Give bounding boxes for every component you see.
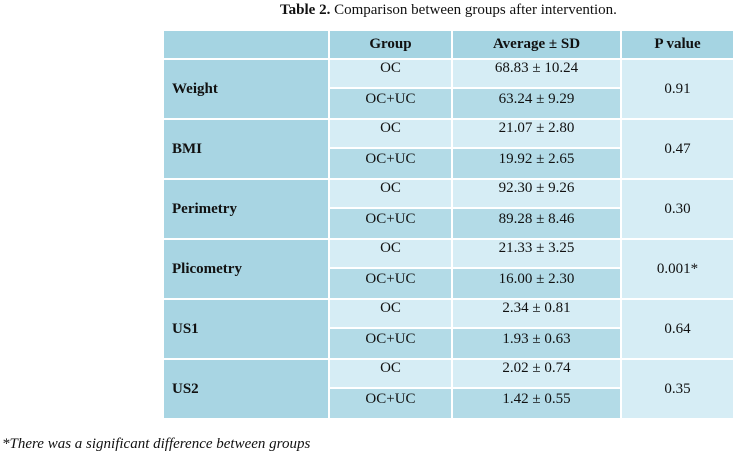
caption-label: Table 2. xyxy=(280,2,331,18)
group-cell: OC xyxy=(328,58,453,89)
table-row: OC+UC 19.92 ± 2.65 xyxy=(163,147,734,180)
header-cell xyxy=(162,29,330,60)
group-cell: OC+UC xyxy=(328,387,453,420)
table-row: Plicometry OC 21.33 ± 3.25 0.001* xyxy=(162,238,735,300)
table-row: OC+UC 1.42 ± 0.55 xyxy=(163,387,734,420)
table-row: US1 OC 2.34 ± 0.81 0.64 xyxy=(162,298,735,360)
value-cell: 1.42 ± 0.55 xyxy=(451,387,622,420)
row-label: US2 xyxy=(162,358,330,420)
p-value-cell: 0.35 xyxy=(620,358,735,420)
p-value-cell: 0.30 xyxy=(620,178,735,240)
row-label: Weight xyxy=(162,58,330,120)
group-cell: OC+UC xyxy=(328,147,453,180)
table-row: US2 OC 2.02 ± 0.74 0.35 xyxy=(162,358,735,420)
table-row: OC+UC 63.24 ± 9.29 xyxy=(163,87,734,120)
group-cell: OC+UC xyxy=(328,207,453,240)
value-cell: 16.00 ± 2.30 xyxy=(451,267,622,300)
group-cell: OC+UC xyxy=(328,267,453,300)
value-cell: 21.07 ± 2.80 xyxy=(451,118,622,149)
p-value-cell: 0.47 xyxy=(620,118,735,180)
row-label: Perimetry xyxy=(162,178,330,240)
group-cell: OC+UC xyxy=(328,327,453,360)
value-cell: 2.34 ± 0.81 xyxy=(451,298,622,329)
table-row: OC+UC 16.00 ± 2.30 xyxy=(163,267,734,300)
table-row: BMI OC 21.07 ± 2.80 0.47 xyxy=(162,118,735,180)
group-cell: OC xyxy=(328,118,453,149)
row-label: BMI xyxy=(162,118,330,180)
value-cell: 1.93 ± 0.63 xyxy=(451,327,622,360)
value-cell: 92.30 ± 9.26 xyxy=(451,178,622,209)
header-row: Group Average ± SD P value xyxy=(162,29,735,60)
p-value-cell: 0.91 xyxy=(620,58,735,120)
table-row: Weight OC 68.83 ± 10.24 0.91 xyxy=(162,58,735,120)
p-value-cell: 0.001* xyxy=(620,238,735,300)
table-caption: Table 2. Comparison between groups after… xyxy=(163,2,734,19)
group-cell: OC xyxy=(328,238,453,269)
row-label: Plicometry xyxy=(162,238,330,300)
header-cell: Average ± SD xyxy=(451,29,622,60)
header-cell: P value xyxy=(620,29,735,60)
value-cell: 89.28 ± 8.46 xyxy=(451,207,622,240)
group-cell: OC xyxy=(328,178,453,209)
group-cell: OC xyxy=(328,298,453,329)
footnote: *There was a significant difference betw… xyxy=(2,436,311,452)
p-value-cell: 0.64 xyxy=(620,298,735,360)
value-cell: 63.24 ± 9.29 xyxy=(451,87,622,120)
value-cell: 19.92 ± 2.65 xyxy=(451,147,622,180)
group-cell: OC+UC xyxy=(328,87,453,120)
header-cell: Group xyxy=(328,29,453,60)
value-cell: 2.02 ± 0.74 xyxy=(451,358,622,389)
value-cell: 68.83 ± 10.24 xyxy=(451,58,622,89)
table-row: OC+UC 1.93 ± 0.63 xyxy=(163,327,734,360)
row-label: US1 xyxy=(162,298,330,360)
table: Group Average ± SD P value Weight OC 68.83 ± … xyxy=(162,29,735,420)
table-row: OC+UC 89.28 ± 8.46 xyxy=(163,207,734,240)
caption-text: Comparison between groups after interven… xyxy=(334,2,617,18)
value-cell: 21.33 ± 3.25 xyxy=(451,238,622,269)
group-cell: OC xyxy=(328,358,453,389)
table-row: Perimetry OC 92.30 ± 9.26 0.30 xyxy=(162,178,735,240)
